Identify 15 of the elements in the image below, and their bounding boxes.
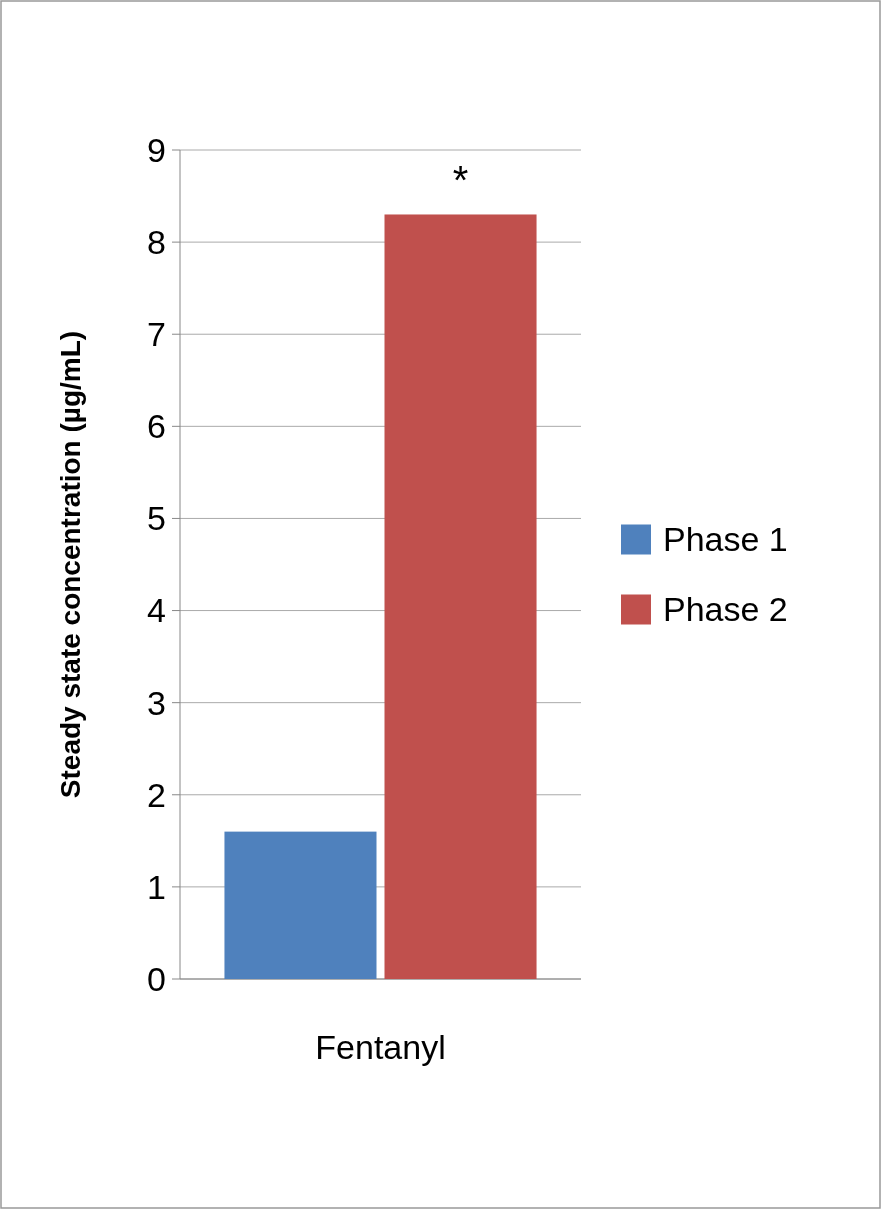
- annotation: *: [452, 158, 469, 203]
- y-tick-label: 1: [147, 867, 166, 906]
- y-tick-label: 4: [147, 591, 166, 630]
- y-tick-label: 8: [147, 223, 166, 262]
- y-tick-label: 3: [147, 683, 166, 722]
- y-tick-label: 9: [147, 130, 166, 169]
- x-tick-label: Fentanyl: [315, 1028, 446, 1066]
- legend-label: Phase 2: [663, 590, 788, 629]
- y-tick-label: 2: [147, 775, 166, 814]
- y-tick-label: 6: [147, 407, 166, 446]
- y-tick-label: 0: [147, 959, 166, 998]
- y-tick-label: 5: [147, 499, 166, 538]
- legend-label: Phase 1: [663, 520, 788, 559]
- y-axis-title: Steady state concentration (µg/mL): [55, 330, 86, 799]
- y-tick-label: 7: [147, 315, 166, 354]
